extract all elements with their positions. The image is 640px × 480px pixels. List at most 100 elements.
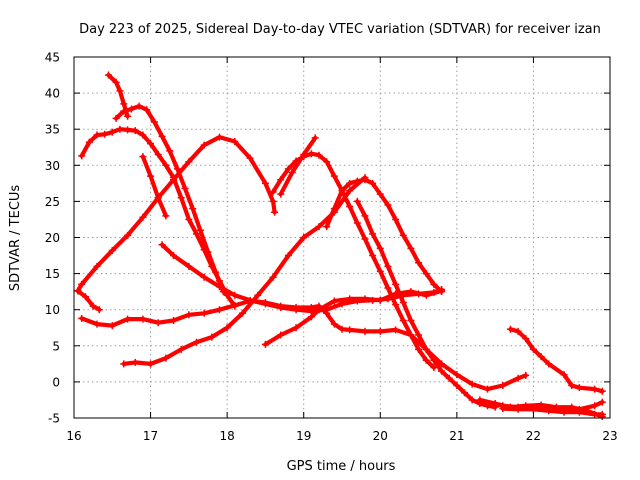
data-point-marker <box>376 267 384 275</box>
x-tick-label: 18 <box>220 429 235 443</box>
data-point-marker <box>215 283 223 291</box>
data-point-marker <box>271 208 279 216</box>
data-point-marker <box>108 246 116 254</box>
data-point-marker <box>407 288 415 296</box>
chart-title: Day 223 of 2025, Sidereal Day-to-day VTE… <box>79 22 601 37</box>
data-point-marker <box>376 327 384 335</box>
data-point-marker <box>112 114 120 122</box>
data-point-marker <box>177 194 185 202</box>
series-line <box>278 135 318 197</box>
data-point-marker <box>361 212 369 220</box>
data-point-marker <box>150 118 158 126</box>
data-point-marker <box>166 147 174 155</box>
data-point-marker <box>307 313 315 321</box>
x-axis-title: GPS time / hours <box>287 459 396 474</box>
data-point-marker <box>288 169 296 177</box>
data-point-marker <box>369 230 377 238</box>
x-tick-label: 16 <box>66 429 81 443</box>
x-tick-label: 21 <box>449 429 464 443</box>
series-arc-6 <box>74 287 103 314</box>
data-point-marker <box>200 141 208 149</box>
data-point-marker <box>212 268 220 276</box>
data-point-marker <box>93 320 101 328</box>
data-point-marker <box>560 371 568 379</box>
data-point-marker <box>315 306 323 314</box>
data-point-marker <box>376 296 384 304</box>
y-tick-label: 25 <box>45 195 60 209</box>
data-point-marker <box>124 231 132 239</box>
x-tick-label: 17 <box>143 429 158 443</box>
data-point-marker <box>95 306 103 314</box>
series-line <box>355 199 498 410</box>
data-point-marker <box>231 137 239 145</box>
data-point-marker <box>514 327 522 335</box>
data-point-marker <box>269 188 277 196</box>
data-point-marker <box>438 367 446 375</box>
data-point-marker <box>215 133 223 141</box>
data-point-marker <box>185 311 193 319</box>
data-point-marker <box>162 212 170 220</box>
x-tick-label: 23 <box>602 429 617 443</box>
y-tick-label: -5 <box>48 412 60 426</box>
data-point-marker <box>215 306 223 314</box>
data-point-marker <box>154 150 162 158</box>
series-line <box>75 288 102 312</box>
data-point-marker <box>162 161 170 169</box>
series-arc-14 <box>261 287 446 348</box>
data-point-marker <box>177 345 185 353</box>
data-point-marker <box>407 317 415 325</box>
data-point-marker <box>376 190 384 198</box>
data-point-marker <box>208 333 216 341</box>
data-point-marker <box>346 179 354 187</box>
data-point-marker <box>384 201 392 209</box>
data-point-marker <box>147 360 155 368</box>
data-point-marker <box>143 106 151 114</box>
data-point-marker <box>422 270 430 278</box>
data-point-marker <box>392 290 400 298</box>
data-point-marker <box>277 331 285 339</box>
data-point-marker <box>162 354 170 362</box>
data-point-marker <box>330 208 338 216</box>
series-arc-2 <box>104 71 132 120</box>
data-point-marker <box>399 317 407 325</box>
data-point-marker <box>93 131 101 139</box>
series-arc-10 <box>353 197 499 411</box>
y-tick-label: 10 <box>45 303 60 317</box>
data-point-marker <box>284 165 292 173</box>
data-point-marker <box>537 353 545 361</box>
axis-ticks: 16 17 18 19 20 21 22 23 -5 0 5 10 15 20 25 30 35 40 45 <box>45 51 618 444</box>
data-point-marker <box>514 405 522 413</box>
data-point-marker <box>399 231 407 239</box>
data-point-marker <box>369 179 377 187</box>
data-point-marker <box>200 273 208 281</box>
data-point-marker <box>598 398 606 406</box>
data-point-marker <box>353 197 361 205</box>
data-point-marker <box>311 134 319 142</box>
data-point-marker <box>158 241 166 249</box>
data-point-marker <box>139 315 147 323</box>
data-point-marker <box>238 309 246 317</box>
data-point-marker <box>323 158 331 166</box>
x-tick-label: 22 <box>526 429 541 443</box>
data-point-marker <box>376 244 384 252</box>
series-line <box>75 135 277 293</box>
data-point-marker <box>261 340 269 348</box>
data-point-marker <box>147 140 155 148</box>
data-point-marker <box>127 105 135 113</box>
data-point-marker <box>81 293 89 301</box>
data-point-marker <box>361 295 369 303</box>
data-point-marker <box>173 165 181 173</box>
data-point-marker <box>453 371 461 379</box>
data-point-marker <box>445 374 453 382</box>
data-point-marker <box>78 314 86 322</box>
data-point-marker <box>277 190 285 198</box>
data-point-marker <box>438 287 446 295</box>
data-point-marker <box>392 301 400 309</box>
data-point-marker <box>545 407 553 415</box>
series-line <box>114 104 226 294</box>
y-tick-label: 5 <box>52 339 60 353</box>
data-point-marker <box>89 302 97 310</box>
data-point-marker <box>120 100 128 108</box>
data-point-marker <box>170 317 178 325</box>
